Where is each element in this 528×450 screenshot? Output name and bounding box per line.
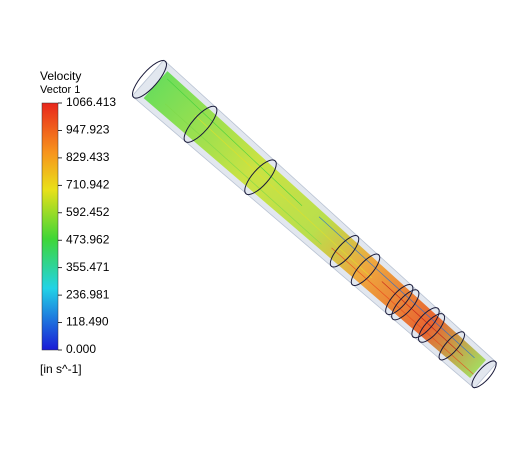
tick-label: 473.962 [66,232,110,246]
pipe-model [131,59,498,389]
tick-label: 710.942 [66,178,110,192]
section-rings [132,60,497,389]
legend-ticks: 1066.413 947.923 829.433 710.942 592.452 473.… [58,95,116,356]
tick-label: 829.433 [66,150,110,164]
tick-label: 236.981 [66,287,110,301]
tick-label: 0.000 [66,342,96,356]
tick-label: 947.923 [66,123,110,137]
legend-unit: [in s^-1] [40,362,82,376]
flow-field [143,71,486,378]
tick-label: 355.471 [66,260,110,274]
tick-label: 1066.413 [66,95,116,109]
tick-label: 118.490 [66,315,109,329]
legend: Velocity Vector 1 1066.413 947.923 829.433… [40,69,116,376]
legend-title: Velocity [40,69,81,83]
color-bar [41,102,59,351]
legend-subtitle: Vector 1 [40,84,80,96]
tick-label: 592.452 [66,205,110,219]
